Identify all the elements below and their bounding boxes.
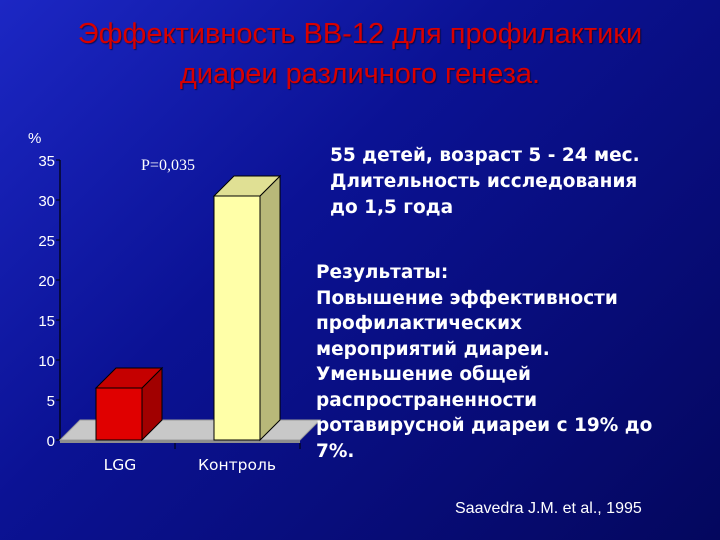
chart-axes [56,159,301,449]
results-line: ротавирусной диареи с 19% до [316,415,653,436]
x-category-label: Контроль [198,456,276,474]
y-tick-label: 25 [38,233,55,250]
p-value-annotation: P=0,035 [141,157,195,174]
bar-lgg [94,366,164,442]
citation: Saavedra J.M. et al., 1995 [455,500,642,517]
y-tick-label: 15 [38,313,55,330]
y-tick-label: 30 [38,193,55,210]
chart-labels: 0 5 10 15 20 25 30 35% LGG Контроль P=0,035 [28,130,276,474]
y-tick-label: 35 [38,153,55,170]
results-line: мероприятий диареи. [316,338,550,360]
results-line: Результаты: [316,262,449,283]
title-line-1: Эффективность BB-12 для профилактики [77,18,643,50]
results-line: распространенности [316,389,538,411]
y-tick-label: 10 [38,353,55,370]
results-line: профилактических [316,313,522,334]
y-tick-label: 20 [38,273,55,290]
bar-side [259,174,281,442]
study-info-line: Длительность исследования [330,171,638,192]
x-category-label: LGG [104,456,137,474]
y-tick-label: 5 [47,393,55,410]
bar-front [213,195,261,441]
slide-title: Эффективность BB-12 для профилактики диа… [20,14,700,94]
chart-bars [94,174,282,442]
study-info: 55 детей, возраст 5 - 24 мес. Длительнос… [330,143,710,221]
results-line: Повышение эффективности [316,287,618,309]
results-line: Уменьшение общей [316,364,531,385]
bar-контроль [212,174,282,442]
y-tick-label: 0 [47,433,55,450]
results-text: Результаты: Повышение эффективности проф… [316,260,716,464]
study-info-line: 55 детей, возраст 5 - 24 мес. [330,145,640,166]
results-line: 7%. [316,440,355,462]
chart-floor-edge [60,440,300,443]
bar-front [95,387,143,441]
title-line-2: диареи различного генеза. [179,58,541,90]
y-axis-label: % [28,130,41,147]
study-info-line: до 1,5 года [330,197,454,218]
